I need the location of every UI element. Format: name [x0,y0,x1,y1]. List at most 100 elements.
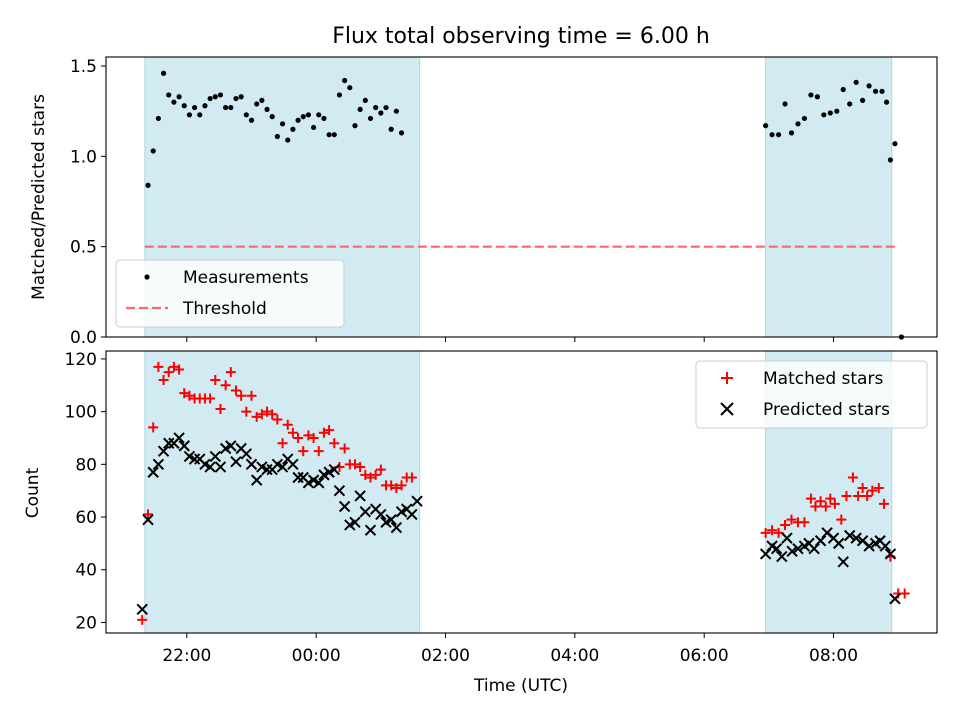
predicted-point [884,548,897,560]
matched-point [862,490,873,501]
predicted-point [390,521,403,534]
x-axis-label: Time (UTC) [473,676,568,696]
predicted-point [814,535,827,547]
matched-point [246,390,257,401]
measurement-point [342,77,348,84]
measurement-point [866,83,872,89]
x-tick-label: 02:00 [421,646,470,666]
matched-point [370,469,381,480]
measurement-point [300,114,306,120]
measurement-point [264,106,270,112]
matched-point [355,461,366,472]
top-axes-frame [105,56,938,338]
measurement-point [808,92,814,98]
measurement-point [352,123,358,129]
matched-point [767,525,778,536]
measurement-point [279,121,286,127]
matched-point [174,364,185,375]
predicted-point [889,593,901,605]
matched-point [272,414,283,425]
measurement-point [331,132,337,138]
measurement-point [814,94,820,100]
predicted-point [188,453,201,465]
matched-point [148,422,159,433]
measurement-point [378,110,384,116]
matched-point [339,443,350,454]
measurement-point [847,101,853,107]
bottom-series-predicted-stars [136,432,901,615]
matched-point [847,472,858,483]
matched-point [230,385,241,396]
matched-point [324,425,335,436]
bottom-y-tick-label: 100 [65,403,97,423]
matched-point [267,409,278,420]
predicted-point [843,529,856,542]
matched-point [179,388,190,399]
matched-point [158,374,169,385]
measurement-point [305,112,312,118]
matched-point [210,374,221,385]
matched-point [799,517,810,528]
measurement-point [860,97,866,103]
measurement-point [228,104,234,111]
measurement-point [872,88,879,94]
measurement-point [357,106,363,112]
measurement-point [145,182,151,188]
matched-point [303,430,314,441]
measurement-point [233,95,239,102]
matched-point [184,390,195,401]
legend-label: Measurements [183,268,309,288]
matched-point [829,498,840,509]
predicted-point [328,463,340,476]
chart-title: Flux total observing time = 6.00 h [332,24,710,49]
top-y-axis-label: Matched/Predicted stars [29,94,49,300]
predicted-point [152,458,165,471]
measurement-point [775,132,782,138]
matched-point [391,483,402,494]
measurement-point [186,112,193,118]
measurement-point [238,94,244,100]
predicted-point [338,500,351,513]
matched-point [396,480,407,491]
measurement-point [892,141,898,147]
bottom-y-tick-label: 20 [75,613,97,633]
measurement-point [388,126,394,132]
measurement-point [367,115,374,122]
matched-point [205,393,216,404]
matched-point [365,472,376,483]
predicted-point [406,508,418,521]
bottom-legend: Matched stars Predicted stars [695,360,928,429]
measurement-point [191,104,198,111]
matched-point [786,514,797,525]
bottom-y-tick-label: 40 [75,561,97,581]
matched-point [225,367,236,378]
matched-point [236,390,247,401]
bottom-y-tick-label: 120 [65,350,97,370]
matched-point [163,367,174,378]
predicted-point [832,537,845,550]
predicted-point [240,448,253,460]
matched-point [349,459,360,470]
predicted-point [173,432,185,444]
matched-point [262,406,273,417]
predicted-point [375,508,387,521]
matched-point [282,419,293,430]
matched-point [256,409,267,420]
measurement-point [883,99,890,105]
measurement-point [160,70,167,76]
measurement-point [166,92,172,98]
measurement-point [373,104,379,111]
predicted-point [385,513,397,526]
predicted-point [157,445,170,457]
matched-point [873,483,884,494]
predicted-point [163,437,175,449]
measurement-point [321,115,327,122]
measurement-point [347,85,353,91]
matched-point [841,490,852,501]
predicted-point [245,458,258,471]
matched-point [329,438,340,449]
predicted-point [837,556,849,568]
legend-box [695,360,928,429]
predicted-point [770,542,783,555]
legend-label: Matched stars [763,369,883,389]
